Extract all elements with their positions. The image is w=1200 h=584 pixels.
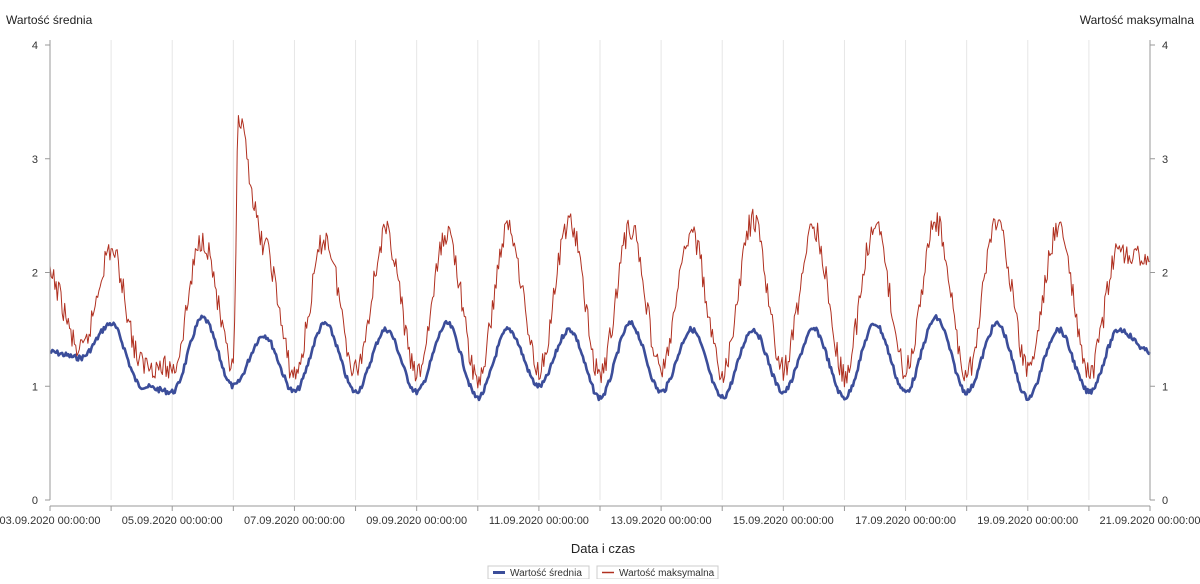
- x-tick-label: 13.09.2020 00:00:00: [611, 515, 712, 527]
- x-tick-label: 07.09.2020 00:00:00: [244, 515, 345, 527]
- x-axis-title: Data i czas: [571, 541, 636, 556]
- axes: Wartość średnia Wartość maksymalna Data …: [0, 13, 1200, 556]
- y-tick-label-right: 1: [1162, 381, 1168, 393]
- x-tick-label: 09.09.2020 00:00:00: [366, 515, 467, 527]
- legend-item: Wartość maksymalna: [596, 565, 719, 580]
- y-tick-label-left: 1: [32, 381, 38, 393]
- legend-label: Wartość średnia: [510, 568, 582, 579]
- y-tick-label-right: 2: [1162, 268, 1168, 280]
- y-tick-label-left: 0: [32, 495, 38, 507]
- x-tick-label: 05.09.2020 00:00:00: [122, 515, 223, 527]
- series-line-max: [49, 115, 1151, 389]
- legend: Wartość średnia Wartość maksymalna: [487, 565, 719, 580]
- x-tick-label: 19.09.2020 00:00:00: [977, 515, 1078, 527]
- y-tick-label-left: 3: [32, 154, 38, 166]
- y-tick-label-right: 3: [1162, 154, 1168, 166]
- grid: [49, 40, 1151, 500]
- y-tick-label-right: 0: [1162, 495, 1168, 507]
- y-tick-label-left: 2: [32, 268, 38, 280]
- legend-item: Wartość średnia: [487, 565, 590, 580]
- series-layer: [49, 115, 1152, 402]
- series-line-avg: [49, 314, 1152, 402]
- right-axis-title: Wartość maksymalna: [1080, 13, 1195, 27]
- x-tick-label: 11.09.2020 00:00:00: [489, 515, 589, 527]
- x-tick-label: 03.09.2020 00:00:00: [0, 515, 100, 527]
- y-tick-label-right: 4: [1162, 40, 1168, 52]
- legend-label: Wartość maksymalna: [619, 568, 715, 579]
- y-tick-label-left: 4: [32, 40, 38, 52]
- left-axis-title: Wartość średnia: [6, 13, 93, 27]
- x-tick-label: 17.09.2020 00:00:00: [855, 515, 956, 527]
- x-tick-label: 15.09.2020 00:00:00: [733, 515, 834, 527]
- x-tick-label: 21.09.2020 00:00:00: [1100, 515, 1200, 527]
